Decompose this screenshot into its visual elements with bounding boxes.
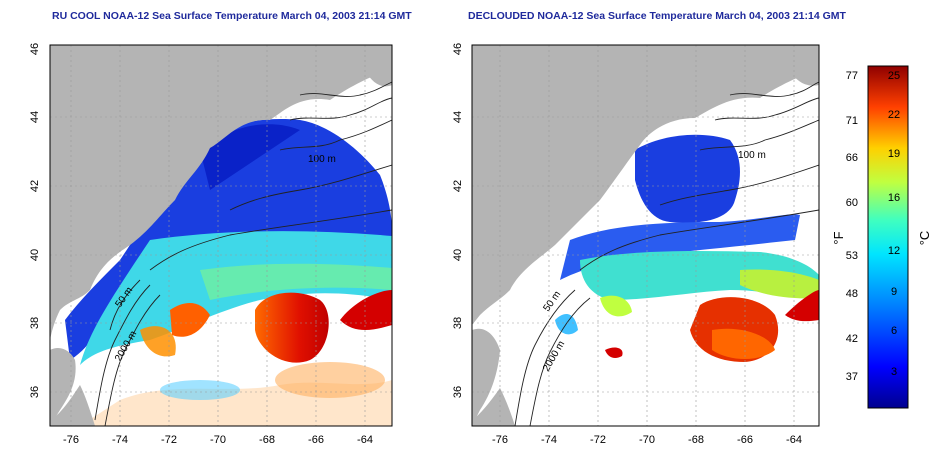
left-panel-title: RU COOL NOAA-12 Sea Surface Temperature … [52, 10, 412, 22]
right-lon-tick-70: -70 [639, 434, 655, 446]
right-lat-tick-46: 46 [452, 43, 464, 55]
left-map: 100 m 50 m 2000 m [50, 45, 392, 426]
cb-c-16: 16 [888, 192, 900, 204]
right-map-frame [471, 44, 820, 427]
cb-c-3: 3 [891, 366, 897, 378]
right-lon-axis: -76 -74 -72 -70 -68 -66 -64 [492, 434, 802, 446]
left-lat-tick-44: 44 [29, 111, 41, 123]
right-lat-tick-44: 44 [452, 111, 464, 123]
cb-c-12: 12 [888, 245, 900, 257]
right-map: 100 m 50 m 2000 m [472, 45, 819, 426]
right-land [472, 45, 819, 325]
right-lon-tick-68: -68 [688, 434, 704, 446]
cb-f-48: 48 [846, 288, 858, 300]
left-map-frame [49, 44, 393, 427]
cb-f-77: 77 [846, 70, 858, 82]
right-lon-tick-64: -64 [786, 434, 802, 446]
left-lat-tick-42: 42 [29, 180, 41, 192]
left-lat-axis: 36 38 40 42 44 46 [29, 43, 41, 398]
left-lat-tick-38: 38 [29, 317, 41, 329]
right-lat-tick-42: 42 [452, 180, 464, 192]
cb-f-42: 42 [846, 333, 858, 345]
right-lon-tick-74: -74 [541, 434, 557, 446]
cb-c-9: 9 [891, 286, 897, 298]
right-lat-axis: 36 38 40 42 44 46 [452, 43, 464, 398]
right-lat-tick-40: 40 [452, 249, 464, 261]
right-lat-tick-36: 36 [452, 386, 464, 398]
cb-celsius-label: °C [917, 231, 932, 246]
left-lon-tick-64: -64 [357, 434, 373, 446]
left-lon-tick-74: -74 [112, 434, 128, 446]
cb-f-60: 60 [846, 197, 858, 209]
left-lon-tick-68: -68 [259, 434, 275, 446]
left-warm-eddy [255, 292, 329, 363]
cb-c-22: 22 [888, 109, 900, 121]
cb-f-71: 71 [846, 115, 858, 127]
cb-c-25: 25 [888, 70, 900, 82]
cb-fahrenheit-label: °F [831, 231, 846, 244]
left-contour-label-100m: 100 m [308, 154, 336, 165]
left-lat-tick-46: 46 [29, 43, 41, 55]
cb-c-6: 6 [891, 325, 897, 337]
right-lon-tick-72: -72 [590, 434, 606, 446]
cb-c-19: 19 [888, 148, 900, 160]
left-land [50, 45, 392, 340]
cb-f-53: 53 [846, 250, 858, 262]
left-lon-tick-72: -72 [161, 434, 177, 446]
left-lon-tick-70: -70 [210, 434, 226, 446]
right-contour-label-100m: 100 m [738, 150, 766, 161]
right-contours [514, 81, 819, 426]
colorbar: 77 71 66 60 53 48 42 37 25 22 19 16 12 9… [831, 65, 932, 409]
left-lon-tick-66: -66 [308, 434, 324, 446]
right-lon-tick-76: -76 [492, 434, 508, 446]
right-lat-tick-38: 38 [452, 317, 464, 329]
left-lon-tick-76: -76 [63, 434, 79, 446]
right-lon-tick-66: -66 [737, 434, 753, 446]
left-lon-axis: -76 -74 -72 -70 -68 -66 -64 [63, 434, 373, 446]
left-warm-speckles [80, 362, 392, 426]
colorbar-gradient [867, 65, 909, 409]
left-lat-tick-40: 40 [29, 249, 41, 261]
left-contours [94, 81, 392, 426]
right-panel-title: DECLOUDED NOAA-12 Sea Surface Temperatur… [468, 10, 846, 22]
cb-f-37: 37 [846, 371, 858, 383]
cb-f-66: 66 [846, 152, 858, 164]
left-lat-tick-36: 36 [29, 386, 41, 398]
right-cold-water [635, 134, 740, 223]
